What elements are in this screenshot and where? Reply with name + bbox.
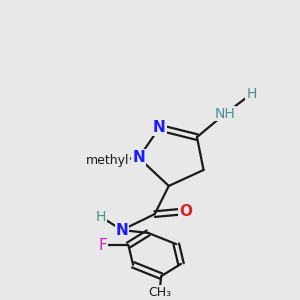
- Text: N: N: [153, 120, 166, 135]
- Text: H: H: [96, 210, 106, 224]
- Text: methyl: methyl: [86, 154, 130, 167]
- Text: N: N: [132, 150, 145, 165]
- Text: NH: NH: [215, 106, 236, 121]
- Text: CH₃: CH₃: [148, 286, 171, 298]
- Text: F: F: [99, 238, 107, 253]
- Text: H: H: [246, 87, 256, 101]
- Text: N: N: [116, 223, 128, 238]
- Text: O: O: [179, 204, 192, 219]
